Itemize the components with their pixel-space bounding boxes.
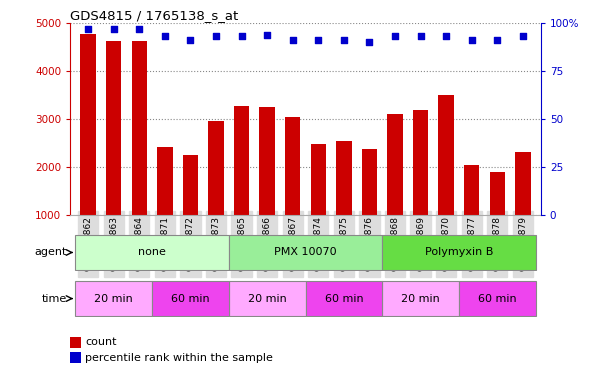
Bar <box>157 147 172 263</box>
Point <box>211 33 221 40</box>
Point <box>467 37 477 43</box>
Bar <box>382 281 459 316</box>
Point <box>339 37 349 43</box>
Point <box>365 39 375 45</box>
Text: GDS4815 / 1765138_s_at: GDS4815 / 1765138_s_at <box>70 9 238 22</box>
Bar <box>131 41 147 263</box>
Bar <box>208 121 224 263</box>
Bar <box>152 281 229 316</box>
Bar <box>229 281 306 316</box>
Point <box>134 26 144 32</box>
Bar <box>515 152 530 263</box>
Text: 60 min: 60 min <box>171 293 210 304</box>
Text: agent: agent <box>35 247 67 258</box>
Text: PMX 10070: PMX 10070 <box>274 247 337 258</box>
Point <box>288 37 298 43</box>
Point <box>262 31 272 38</box>
Bar <box>229 235 382 270</box>
Bar <box>459 281 536 316</box>
Bar <box>183 155 198 263</box>
Text: Polymyxin B: Polymyxin B <box>425 247 493 258</box>
Text: 20 min: 20 min <box>401 293 440 304</box>
Point <box>186 37 196 43</box>
Bar <box>382 235 536 270</box>
Bar <box>81 34 96 263</box>
Point <box>160 33 170 40</box>
Text: count: count <box>85 337 117 347</box>
Bar <box>413 111 428 263</box>
Bar <box>387 114 403 263</box>
Bar <box>336 141 351 263</box>
Point <box>83 26 93 32</box>
Bar <box>106 41 122 263</box>
Bar <box>306 281 382 316</box>
Point <box>236 33 246 40</box>
Bar <box>234 106 249 263</box>
Text: none: none <box>138 247 166 258</box>
Text: 20 min: 20 min <box>94 293 133 304</box>
Point <box>390 33 400 40</box>
Bar <box>285 117 301 263</box>
Text: percentile rank within the sample: percentile rank within the sample <box>85 353 273 362</box>
Text: 20 min: 20 min <box>248 293 287 304</box>
Point <box>109 26 119 32</box>
Point <box>313 37 323 43</box>
Bar <box>362 149 377 263</box>
Bar <box>260 107 275 263</box>
Text: time: time <box>42 293 67 304</box>
Point <box>492 37 502 43</box>
Bar <box>439 94 454 263</box>
Bar <box>464 165 480 263</box>
Bar <box>75 235 229 270</box>
Point <box>518 33 528 40</box>
Text: 60 min: 60 min <box>478 293 516 304</box>
Point <box>441 33 451 40</box>
Point <box>415 33 425 40</box>
Text: 60 min: 60 min <box>324 293 363 304</box>
Bar <box>310 144 326 263</box>
Bar <box>489 172 505 263</box>
Bar <box>75 281 152 316</box>
